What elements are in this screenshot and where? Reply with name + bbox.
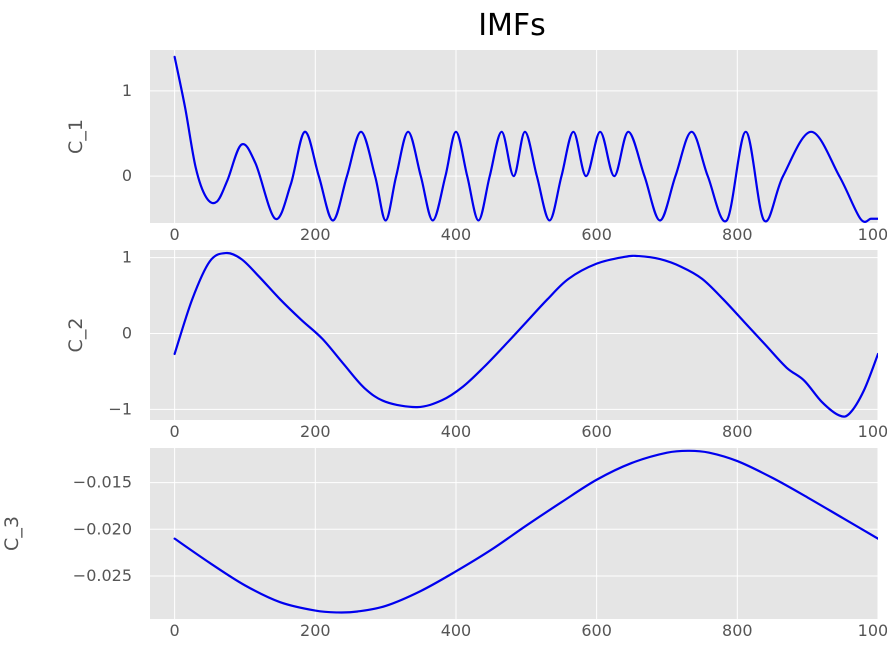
- imf-line-2: [173, 251, 878, 418]
- x-tick-label: 600: [581, 621, 612, 640]
- y-tick-label: 1: [122, 248, 132, 267]
- x-tick-label: 800: [722, 621, 753, 640]
- x-tick-label: 200: [300, 225, 331, 244]
- x-tick-label: 400: [441, 621, 472, 640]
- y-tick-label: −0.015: [73, 473, 132, 492]
- imf-line-3: [173, 449, 878, 614]
- x-tick-label: 800: [722, 422, 753, 441]
- x-tick-label: 800: [722, 225, 753, 244]
- x-tick-label: 400: [441, 225, 472, 244]
- x-tick-label: 0: [170, 225, 180, 244]
- y-axis-label: C_3: [1, 516, 23, 551]
- y-tick-label: 0: [122, 166, 132, 185]
- x-tick-label: 0: [170, 621, 180, 640]
- x-tick-label: 400: [441, 422, 472, 441]
- y-tick-label: −0.020: [73, 519, 132, 538]
- y-tick-label: −0.025: [73, 566, 132, 585]
- x-tick-label: 200: [300, 621, 331, 640]
- x-tick-label: 600: [581, 225, 612, 244]
- imf-line-1: [173, 55, 878, 223]
- x-tick-label: 200: [300, 422, 331, 441]
- plot-area: [150, 50, 878, 223]
- x-tick-label: 0: [170, 422, 180, 441]
- x-tick-label: 600: [581, 422, 612, 441]
- y-tick-label: 1: [122, 81, 132, 100]
- y-tick-label: −1: [108, 399, 132, 418]
- y-tick-label: 0: [122, 323, 132, 342]
- y-axis-label: C_1: [65, 119, 87, 154]
- figure-title: IMFs: [478, 8, 546, 43]
- y-axis-label: C_2: [65, 318, 87, 353]
